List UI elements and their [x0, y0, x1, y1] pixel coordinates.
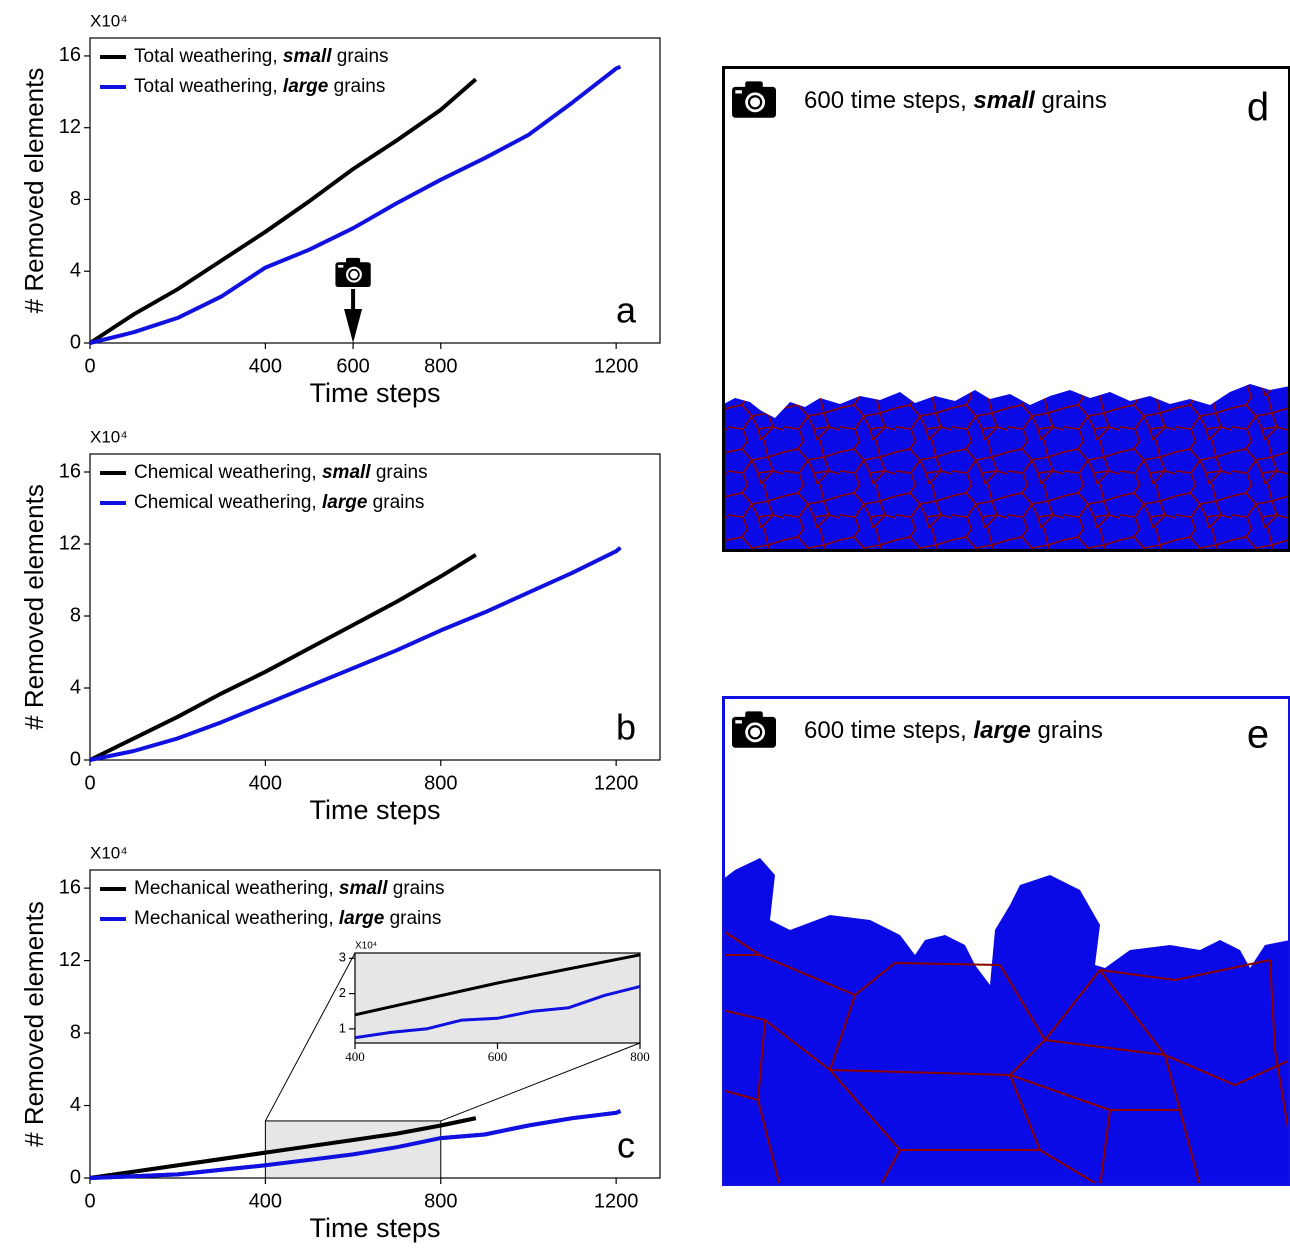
snapshot-marker — [335, 257, 371, 343]
x-tick-label: 600 — [488, 1049, 508, 1064]
data-line — [89, 553, 477, 762]
y-multiplier: X10⁴ — [90, 427, 128, 446]
y-tick-label: 4 — [70, 260, 81, 282]
zoom-connector — [264, 952, 356, 1122]
x-axis-title: Time steps — [309, 1213, 440, 1243]
data-line — [89, 1116, 477, 1180]
y-multiplier: X10⁴ — [355, 941, 377, 952]
panel-label: e — [1247, 713, 1269, 757]
legend-label: Total weathering, small grains — [134, 46, 389, 67]
y-multiplier: X10⁴ — [90, 843, 128, 862]
panel-label: d — [1247, 86, 1269, 130]
legend-label: Chemical weathering, small grains — [134, 462, 428, 483]
y-tick-label: 4 — [70, 1094, 81, 1116]
x-tick-label: 400 — [249, 772, 282, 794]
data-line — [354, 953, 641, 1017]
y-tick-label: 8 — [70, 188, 81, 210]
x-tick-label: 400 — [249, 355, 282, 377]
y-axis-title: # Removed elements — [19, 68, 49, 314]
y-tick-label: 4 — [70, 676, 81, 698]
y-tick-label: 12 — [59, 532, 81, 554]
snapshot-arrow — [344, 289, 363, 343]
y-tick-label: 1 — [339, 1020, 346, 1035]
y-tick-label: 16 — [59, 876, 81, 898]
data-line — [89, 64, 622, 345]
y-axis-title: # Removed elements — [19, 484, 49, 730]
y-tick-label: 2 — [339, 985, 346, 1000]
y-axis-title: # Removed elements — [19, 901, 49, 1147]
x-tick-label: 1200 — [594, 772, 639, 794]
x-axis-title: Time steps — [309, 378, 440, 408]
y-tick-label: 16 — [59, 460, 81, 482]
x-tick-label: 0 — [84, 1190, 95, 1212]
x-tick-label: 800 — [630, 1049, 650, 1064]
panel-label: a — [616, 290, 637, 331]
y-multiplier: X10⁴ — [90, 11, 128, 30]
y-tick-label: 16 — [59, 44, 81, 66]
legend-label: Chemical weathering, large grains — [134, 492, 424, 513]
panel-e — [722, 858, 1290, 1186]
panel-d — [722, 384, 1290, 552]
x-tick-label: 800 — [424, 1190, 457, 1212]
x-tick-label: 400 — [345, 1049, 365, 1064]
data-line — [89, 546, 622, 762]
camera-icon — [732, 711, 776, 748]
legend-label: Mechanical weathering, small grains — [134, 878, 445, 899]
x-tick-label: 1200 — [594, 355, 639, 377]
x-tick-label: 800 — [424, 355, 457, 377]
plot-area — [89, 37, 661, 344]
data-line — [89, 1109, 622, 1180]
plot-area — [89, 453, 661, 761]
panel-caption: 600 time steps, small grains — [804, 87, 1107, 114]
y-tick-label: 8 — [70, 1021, 81, 1043]
x-tick-label: 400 — [249, 1190, 282, 1212]
x-tick-label: 0 — [84, 772, 95, 794]
panel-label: b — [616, 707, 636, 748]
zoom-connector — [440, 1042, 641, 1122]
y-tick-label: 3 — [339, 950, 346, 965]
legend-label: Total weathering, large grains — [134, 76, 385, 97]
panel-label: c — [617, 1125, 635, 1166]
panel-caption: 600 time steps, large grains — [804, 717, 1103, 744]
data-line — [354, 985, 641, 1040]
legend-label: Mechanical weathering, large grains — [134, 908, 441, 929]
x-tick-label: 800 — [424, 772, 457, 794]
y-tick-label: 0 — [70, 1166, 81, 1188]
y-tick-label: 12 — [59, 949, 81, 971]
y-tick-label: 0 — [70, 748, 81, 770]
x-tick-label: 0 — [84, 355, 95, 377]
y-tick-label: 8 — [70, 604, 81, 626]
x-tick-label: 600 — [336, 355, 369, 377]
x-axis-title: Time steps — [309, 795, 440, 825]
camera-icon — [732, 81, 776, 118]
data-line — [88, 77, 478, 345]
y-tick-label: 0 — [70, 331, 81, 353]
y-tick-label: 12 — [59, 116, 81, 138]
x-tick-label: 1200 — [594, 1190, 639, 1212]
